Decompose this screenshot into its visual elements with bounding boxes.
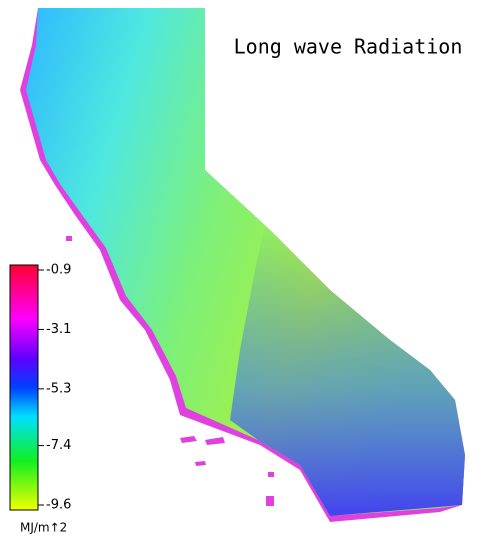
colorbar-unit: MJ/m↑2: [20, 521, 67, 535]
island: [205, 437, 225, 445]
island: [66, 236, 72, 241]
colorbar-tick-label: -5.3: [46, 381, 71, 396]
southeast-shade: [230, 225, 465, 516]
island: [266, 496, 274, 506]
colorbar-axis: -0.9 -3.1 -5.3 -7.4 -9.6: [38, 263, 71, 513]
colorbar-tick-label: -0.9: [46, 263, 71, 278]
map-title: Long wave Radiation: [234, 35, 463, 59]
island: [268, 472, 274, 477]
colorbar: [9, 264, 39, 511]
island: [195, 461, 206, 466]
california: [20, 8, 465, 522]
colorbar-tick-label: -7.4: [46, 438, 71, 453]
island: [180, 436, 197, 443]
colorbar-tick-label: -3.1: [46, 322, 71, 337]
colorbar-tick-label: -9.6: [46, 498, 71, 513]
